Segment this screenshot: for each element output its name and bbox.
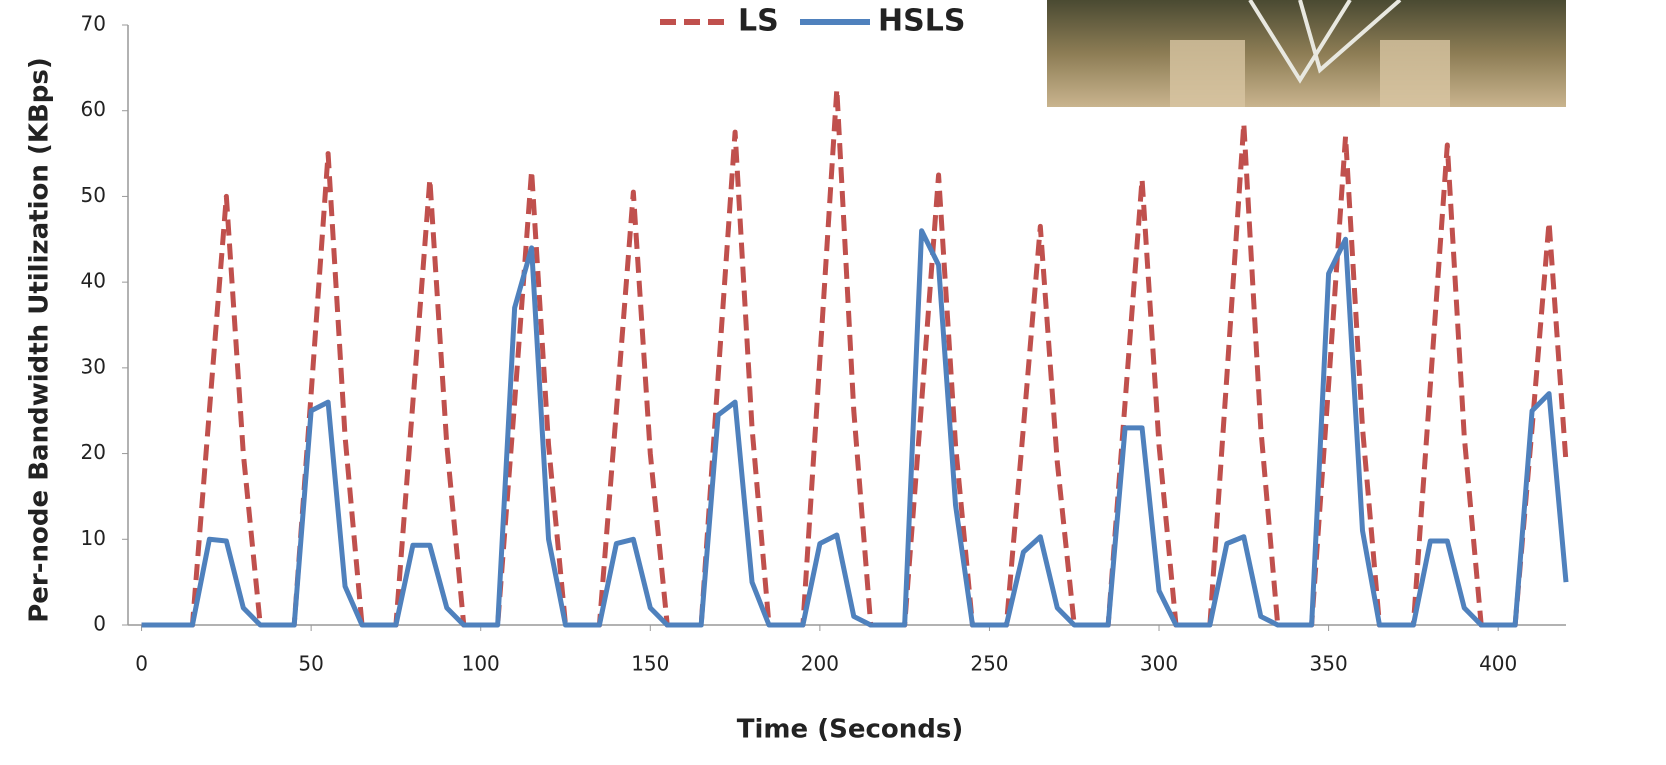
x-tick-label: 300: [1140, 652, 1178, 676]
x-tick-label: 50: [298, 652, 323, 676]
x-tick-label: 200: [801, 652, 839, 676]
y-tick-label: 60: [81, 97, 106, 121]
photo-thumbnail: [1047, 0, 1566, 107]
x-tick-label: 0: [135, 652, 148, 676]
x-tick-label: 400: [1479, 652, 1517, 676]
x-tick-label: 250: [970, 652, 1008, 676]
y-tick-label: 50: [81, 183, 106, 207]
y-tick-label: 30: [81, 354, 106, 378]
y-tick-label: 10: [81, 526, 106, 550]
y-tick-label: 20: [81, 440, 106, 464]
y-tick-label: 70: [81, 12, 106, 36]
series-line: [141, 228, 1569, 628]
legend-label: LS: [738, 4, 779, 39]
legend-label: HSLS: [878, 4, 965, 39]
y-axis-title: Per-node Bandwidth Utilization (KBps): [25, 57, 55, 623]
x-tick-label: 150: [631, 652, 669, 676]
y-tick-label: 40: [81, 269, 106, 293]
y-tick-label: 0: [93, 612, 106, 636]
x-axis-title: Time (Seconds): [737, 715, 963, 745]
x-tick-label: 100: [462, 652, 500, 676]
x-tick-label: 350: [1310, 652, 1348, 676]
